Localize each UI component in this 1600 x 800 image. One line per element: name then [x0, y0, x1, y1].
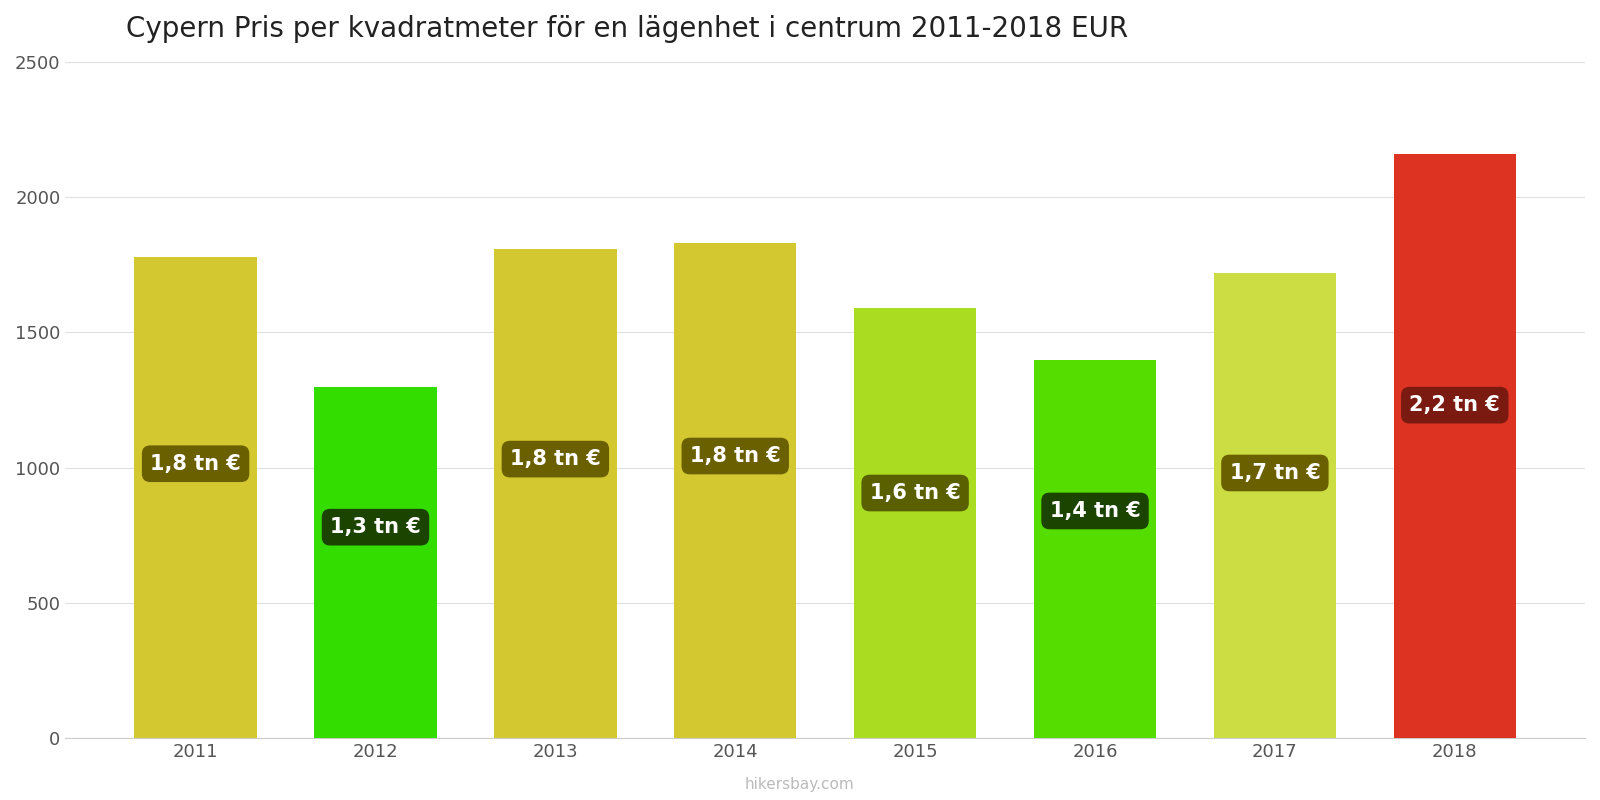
Text: 1,8 tn €: 1,8 tn € — [510, 449, 600, 469]
Text: 1,6 tn €: 1,6 tn € — [870, 483, 960, 503]
Text: 1,7 tn €: 1,7 tn € — [1229, 463, 1320, 483]
Bar — [1034, 359, 1157, 738]
Text: 1,3 tn €: 1,3 tn € — [330, 517, 421, 537]
Text: Cypern Pris per kvadratmeter för en lägenhet i centrum 2011-2018 EUR: Cypern Pris per kvadratmeter för en läge… — [126, 15, 1128, 43]
Bar — [134, 257, 256, 738]
Bar — [674, 243, 797, 738]
Bar — [1214, 273, 1336, 738]
Bar — [314, 386, 437, 738]
Text: 1,8 tn €: 1,8 tn € — [690, 446, 781, 466]
Bar — [1394, 154, 1515, 738]
Text: 2,2 tn €: 2,2 tn € — [1410, 395, 1501, 415]
Text: hikersbay.com: hikersbay.com — [746, 777, 854, 792]
Text: 1,4 tn €: 1,4 tn € — [1050, 501, 1141, 521]
Bar — [854, 308, 976, 738]
Text: 1,8 tn €: 1,8 tn € — [150, 454, 242, 474]
Bar — [494, 249, 616, 738]
